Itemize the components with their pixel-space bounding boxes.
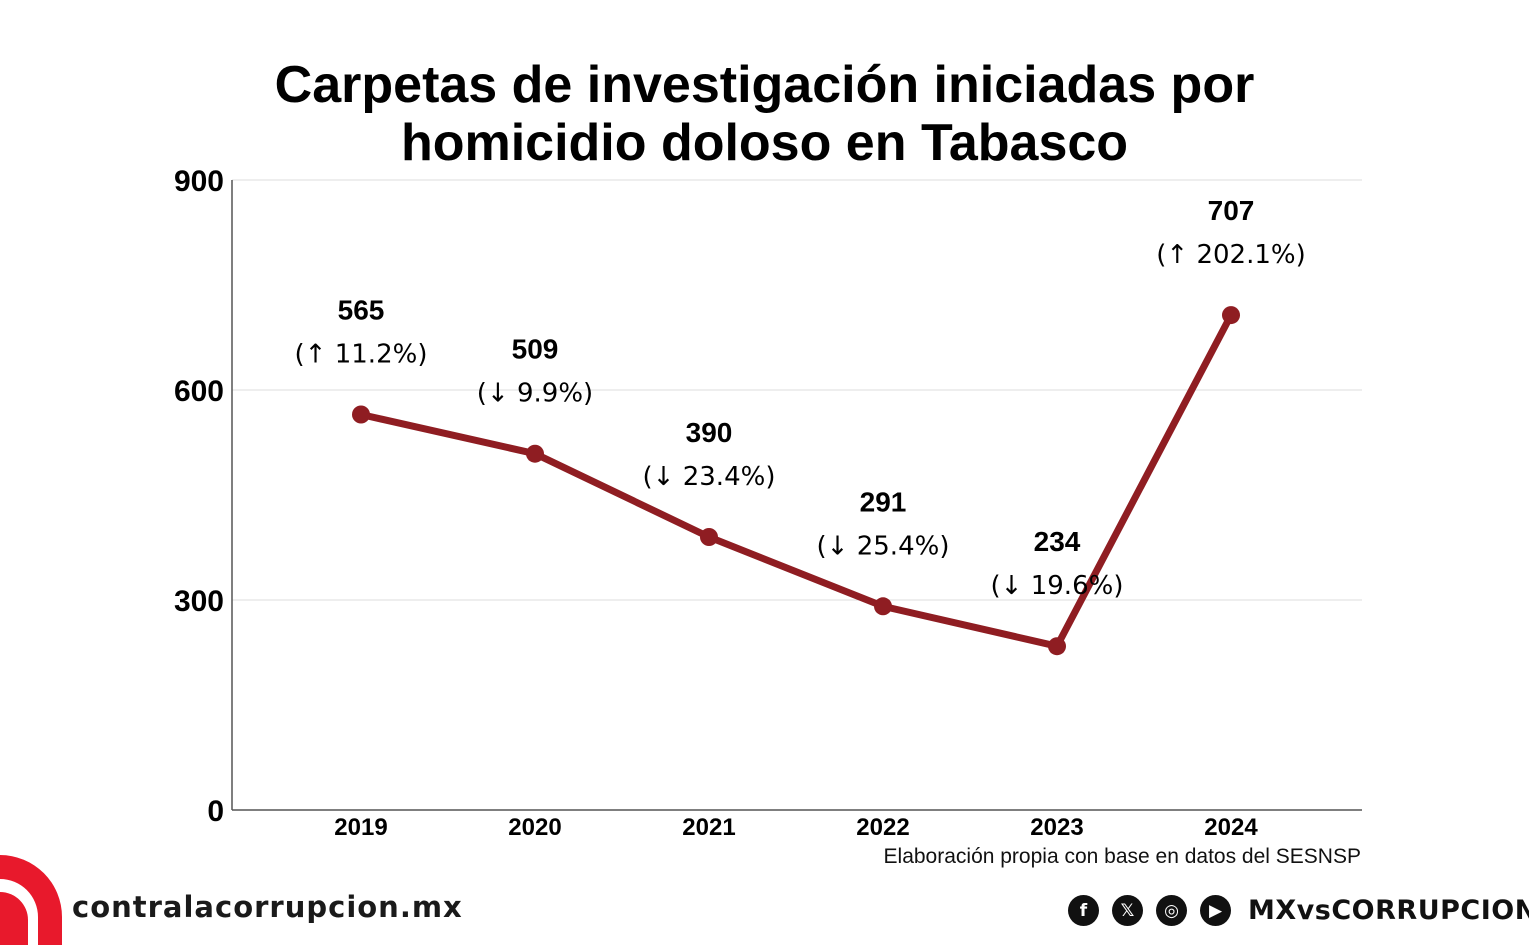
data-label-value: 707 (1208, 195, 1255, 226)
y-tick-label: 600 (174, 375, 224, 408)
data-label-value: 509 (512, 334, 559, 365)
data-label-change: (↓ 23.4%) (643, 462, 776, 492)
data-label-value: 234 (1034, 526, 1081, 557)
x-tick-label: 2022 (856, 814, 909, 841)
x-tick-label: 2019 (334, 814, 387, 841)
data-label-change: (↑ 202.1%) (1156, 240, 1305, 270)
chart-title: Carpetas de investigación iniciadas por … (0, 56, 1529, 172)
y-tick-label: 900 (174, 165, 224, 198)
series-line (357, 311, 1235, 650)
data-label-change: (↓ 9.9%) (477, 379, 593, 409)
social-links: f 𝕏 ◎ ▶ MXvsCORRUPCION (1068, 895, 1529, 926)
y-tick-label: 300 (174, 585, 224, 618)
data-label-value: 390 (686, 417, 733, 448)
data-label-change: (↑ 11.2%) (295, 340, 428, 370)
x-tick-label: 2021 (682, 814, 735, 841)
data-label-value: 291 (860, 486, 907, 517)
chart-title-line-1: Carpetas de investigación iniciadas por (274, 56, 1255, 114)
data-point (526, 444, 544, 463)
social-handle[interactable]: MXvsCORRUPCION (1248, 895, 1529, 926)
data-point (874, 597, 892, 616)
data-point (700, 528, 718, 546)
x-tick-label: 2020 (508, 814, 561, 841)
x-tick-label: 2024 (1204, 814, 1258, 841)
x-tick-label: 2023 (1030, 814, 1083, 841)
youtube-icon[interactable]: ▶ (1200, 895, 1231, 926)
data-point (1048, 637, 1066, 656)
instagram-icon[interactable]: ◎ (1156, 895, 1187, 926)
data-point (1222, 306, 1240, 325)
brand-logo-icon (0, 855, 62, 945)
website-link[interactable]: contralacorrupcion.mx (72, 890, 463, 924)
y-tick-label: 0 (207, 795, 224, 828)
source-note: Elaboración propia con base en datos del… (883, 845, 1361, 868)
data-label-value: 565 (338, 295, 385, 326)
x-icon[interactable]: 𝕏 (1112, 895, 1143, 926)
data-point (352, 405, 370, 424)
facebook-icon[interactable]: f (1068, 895, 1099, 926)
data-label-change: (↓ 19.6%) (991, 571, 1124, 601)
chart-title-line-2: homicidio doloso en Tabasco (400, 114, 1129, 172)
data-label-change: (↓ 25.4%) (817, 531, 950, 561)
